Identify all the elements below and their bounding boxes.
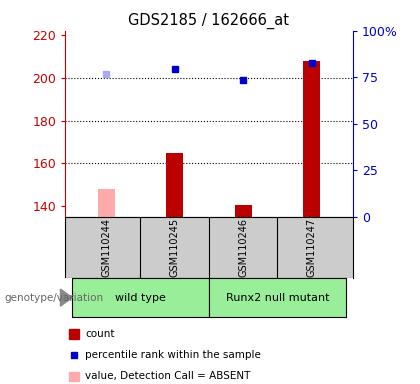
- Bar: [166, 153, 183, 217]
- Bar: [303, 61, 320, 217]
- Text: GSM110244: GSM110244: [101, 218, 111, 277]
- Bar: [235, 205, 252, 217]
- Text: GSM110245: GSM110245: [170, 218, 180, 277]
- Text: Runx2 null mutant: Runx2 null mutant: [226, 293, 329, 303]
- Text: percentile rank within the sample: percentile rank within the sample: [85, 350, 261, 360]
- Text: GSM110246: GSM110246: [238, 218, 248, 277]
- Bar: [209, 278, 346, 317]
- Title: GDS2185 / 162666_at: GDS2185 / 162666_at: [129, 13, 289, 29]
- Text: count: count: [85, 329, 115, 339]
- Bar: [97, 189, 115, 217]
- Text: genotype/variation: genotype/variation: [4, 293, 103, 303]
- Text: wild type: wild type: [115, 293, 166, 303]
- Polygon shape: [60, 289, 72, 306]
- Bar: [72, 278, 209, 317]
- Text: GSM110247: GSM110247: [307, 218, 317, 277]
- Text: value, Detection Call = ABSENT: value, Detection Call = ABSENT: [85, 371, 251, 381]
